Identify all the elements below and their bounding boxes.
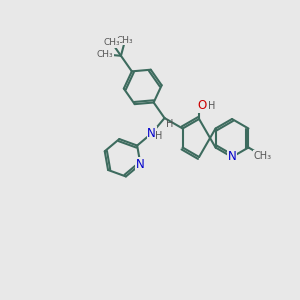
Text: N: N (228, 151, 236, 164)
Text: CH₃: CH₃ (97, 50, 113, 59)
Text: CH₃: CH₃ (254, 151, 272, 160)
Text: H: H (208, 101, 215, 111)
Text: H: H (166, 119, 173, 129)
Text: CH₃: CH₃ (117, 36, 134, 45)
Text: CH₃: CH₃ (103, 38, 120, 47)
Text: H: H (155, 131, 162, 141)
Text: O: O (197, 99, 207, 112)
Text: N: N (147, 127, 156, 140)
Text: N: N (136, 158, 145, 171)
